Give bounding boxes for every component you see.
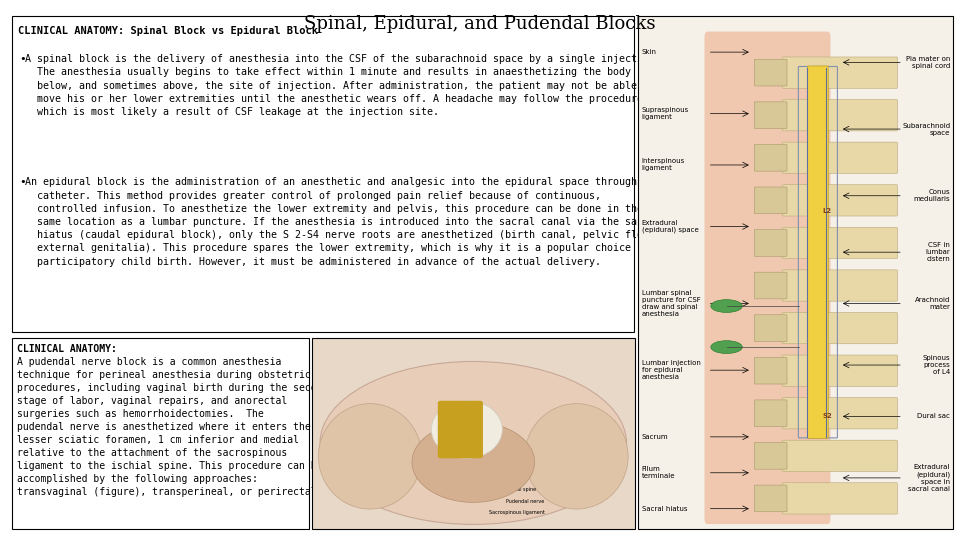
Text: Sacrum: Sacrum [641, 434, 668, 440]
FancyBboxPatch shape [12, 338, 309, 529]
FancyBboxPatch shape [755, 230, 787, 256]
FancyBboxPatch shape [755, 485, 787, 512]
Text: Arachnoid
mater: Arachnoid mater [915, 297, 950, 310]
FancyBboxPatch shape [312, 338, 635, 529]
FancyBboxPatch shape [782, 355, 898, 386]
FancyBboxPatch shape [782, 142, 898, 173]
Text: Supraspinous
ligament: Supraspinous ligament [641, 107, 688, 120]
FancyBboxPatch shape [782, 313, 898, 344]
Ellipse shape [320, 361, 627, 524]
Text: Spinous
process
of L4: Spinous process of L4 [923, 355, 950, 375]
Text: An epidural block is the administration of an anesthetic and analgesic into the : An epidural block is the administration … [25, 177, 685, 267]
Text: Extradural
(epidural)
space in
sacral canal: Extradural (epidural) space in sacral ca… [908, 464, 950, 491]
FancyBboxPatch shape [755, 315, 787, 341]
Text: Interspinous
ligament: Interspinous ligament [641, 158, 684, 172]
FancyBboxPatch shape [782, 270, 898, 301]
Ellipse shape [710, 341, 742, 354]
Text: A spinal block is the delivery of anesthesia into the CSF of the subarachnoid sp: A spinal block is the delivery of anesth… [25, 54, 661, 117]
Ellipse shape [319, 403, 421, 509]
Text: Skin: Skin [641, 49, 657, 55]
FancyBboxPatch shape [12, 16, 634, 332]
Text: CLINICAL ANATOMY: Spinal Block vs Epidural Block: CLINICAL ANATOMY: Spinal Block vs Epidur… [17, 26, 318, 36]
FancyBboxPatch shape [782, 227, 898, 259]
FancyBboxPatch shape [755, 272, 787, 299]
FancyBboxPatch shape [755, 442, 787, 469]
Text: Spinal, Epidural, and Pudendal Blocks: Spinal, Epidural, and Pudendal Blocks [304, 15, 656, 33]
FancyBboxPatch shape [782, 99, 898, 131]
FancyBboxPatch shape [755, 187, 787, 214]
FancyBboxPatch shape [782, 185, 898, 216]
Text: Pia mater on
spinal cord: Pia mater on spinal cord [905, 56, 950, 69]
Text: Conus
medullaris: Conus medullaris [914, 189, 950, 202]
Text: Sacrospinous ligament: Sacrospinous ligament [490, 510, 545, 515]
Text: Sacral hiatus: Sacral hiatus [641, 505, 687, 512]
Text: •: • [19, 54, 26, 64]
Text: Ischial spine: Ischial spine [506, 487, 536, 492]
Text: CLINICAL ANATOMY:: CLINICAL ANATOMY: [17, 344, 117, 354]
FancyBboxPatch shape [755, 357, 787, 384]
Text: Lumbar spinal
puncture for CSF
draw and spinal
anesthesia: Lumbar spinal puncture for CSF draw and … [641, 290, 700, 317]
Text: S2: S2 [823, 413, 832, 420]
Ellipse shape [710, 300, 742, 313]
Text: Dural sac: Dural sac [917, 413, 950, 420]
Ellipse shape [431, 401, 502, 458]
FancyBboxPatch shape [638, 16, 953, 529]
FancyBboxPatch shape [755, 102, 787, 129]
Text: Lumbar injection
for epidural
anesthesia: Lumbar injection for epidural anesthesia [641, 360, 701, 380]
Text: Subarachnoid
space: Subarachnoid space [902, 123, 950, 136]
Text: L2: L2 [823, 208, 832, 214]
FancyBboxPatch shape [755, 144, 787, 171]
Ellipse shape [525, 403, 628, 509]
FancyBboxPatch shape [438, 401, 483, 458]
Ellipse shape [412, 422, 535, 502]
FancyBboxPatch shape [782, 57, 898, 88]
FancyBboxPatch shape [807, 66, 828, 438]
FancyBboxPatch shape [705, 31, 830, 524]
Text: Extradural
(epidural) space: Extradural (epidural) space [641, 220, 698, 233]
Text: A pudendal nerve block is a common anesthesia
technique for perineal anesthesia : A pudendal nerve block is a common anest… [17, 356, 328, 497]
Text: Filum
terminale: Filum terminale [641, 466, 675, 480]
FancyBboxPatch shape [782, 483, 898, 514]
Text: Pudendal nerve: Pudendal nerve [506, 498, 543, 503]
Text: •: • [19, 177, 26, 187]
Text: CSF in
lumbar
cistern: CSF in lumbar cistern [925, 242, 950, 262]
FancyBboxPatch shape [755, 400, 787, 427]
FancyBboxPatch shape [755, 59, 787, 86]
FancyBboxPatch shape [782, 440, 898, 471]
FancyBboxPatch shape [782, 397, 898, 429]
